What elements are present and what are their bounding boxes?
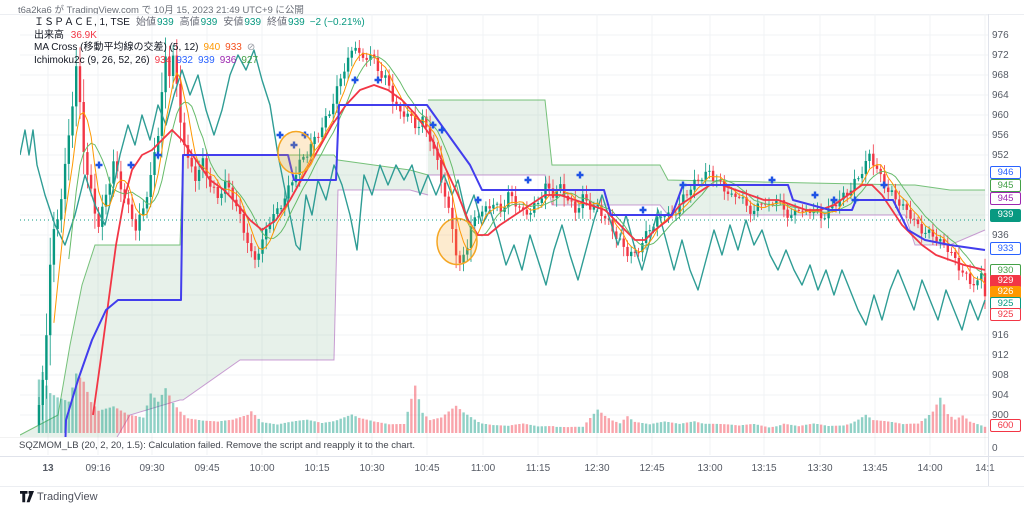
- ma-slow-line: [92, 84, 986, 416]
- footer: TradingView: [0, 487, 1024, 508]
- time-tick: 13:00: [697, 463, 723, 474]
- ohlc-field-label: 安値: [223, 17, 244, 28]
- ichimoku-cloud: [20, 155, 428, 437]
- price-tick: 912: [992, 350, 1009, 361]
- time-tick: 14:1: [975, 463, 995, 474]
- time-tick: 12:45: [639, 463, 665, 474]
- senkou-a-line: [428, 99, 985, 191]
- legend-symbol-row: ＩＳＰＡＣＥ, 1, TSE 始値939 高値939 安値939 終値939 −2 (−0…: [34, 17, 365, 29]
- ichimoku-cloud: [428, 100, 985, 245]
- legend-macross-row: MA Cross (移動平均線の交差) (5, 12) 940 933 ⊘: [34, 42, 365, 54]
- time-tick: 09:16: [85, 463, 111, 474]
- senkou-a-line: [20, 154, 429, 436]
- time-tick: 13: [42, 463, 54, 474]
- lagging-span-line: [20, 49, 986, 331]
- macross-value: 933: [225, 42, 242, 53]
- price-tick: 936: [992, 230, 1009, 241]
- highlight-circle-drawing[interactable]: [436, 217, 478, 266]
- footer-separator: [0, 486, 1024, 487]
- price-label-badge: 939: [990, 208, 1021, 222]
- ma-fast-line: [53, 52, 986, 323]
- time-tick: 10:15: [304, 463, 330, 474]
- price-tick: 908: [992, 370, 1009, 381]
- ichimoku-value: 939: [198, 54, 215, 66]
- ichimoku-value: 932: [176, 54, 193, 66]
- price-label-badge: 946: [990, 165, 1021, 179]
- price-tick: 976: [992, 30, 1009, 41]
- time-tick: 09:45: [194, 463, 220, 474]
- highlight-circle-drawing[interactable]: [277, 130, 315, 175]
- time-tick: 09:30: [139, 463, 165, 474]
- publish-header: t6a2ka6 が TradingView.com で 10月 15, 2023…: [18, 5, 304, 16]
- price-label-badge: 925: [990, 307, 1021, 321]
- change-value: −2 (−0.21%): [309, 17, 365, 28]
- ohlc-field-label: 終値: [267, 17, 288, 28]
- price-tick: 900: [992, 410, 1009, 421]
- price-tick: 964: [992, 90, 1009, 101]
- ohlc-field-label: 始値: [135, 17, 156, 28]
- legend-volume-row: 出来高 36.9K: [34, 30, 365, 42]
- price-tick: 960: [992, 110, 1009, 121]
- ichimoku-value: 936: [219, 54, 237, 66]
- chart-legend: ＩＳＰＡＣＥ, 1, TSE 始値939 高値939 安値939 終値939 −2 (−0…: [34, 17, 365, 67]
- volume-value: 36.9K: [70, 29, 97, 41]
- price-axis-separator: [988, 14, 989, 486]
- ohlc-field-value: 939: [200, 17, 218, 28]
- ma-cross-markers: [95, 76, 888, 214]
- time-tick: 14:00: [917, 463, 943, 474]
- price-label-badge: 926: [990, 285, 1021, 299]
- price-tick: 968: [992, 70, 1009, 81]
- price-label-badge: 933: [990, 241, 1021, 255]
- script-error-banner: SQZMOM_LB (20, 2, 20, 1.5): Calculation …: [19, 440, 416, 451]
- price-tick: 0: [992, 443, 998, 454]
- volume-label: 出来高: [34, 29, 64, 41]
- price-label-badge: 945: [990, 178, 1021, 192]
- time-axis-separator: [0, 456, 1024, 457]
- tradingview-logo-icon: [20, 491, 34, 503]
- ichimoku-value: 934: [154, 54, 172, 66]
- price-tick: 904: [992, 390, 1009, 401]
- time-tick: 12:30: [584, 463, 610, 474]
- footer-brand: TradingView: [37, 491, 98, 503]
- hidden-slash-icon[interactable]: ⊘: [246, 42, 256, 53]
- time-tick: 13:45: [862, 463, 888, 474]
- plot-area: [20, 37, 988, 437]
- macross-value: 940: [203, 42, 221, 53]
- ohlc-field-value: 939: [288, 17, 305, 28]
- time-tick: 13:15: [751, 463, 777, 474]
- ichimoku-title: Ichimoku2c (9, 26, 52, 26): [34, 54, 150, 66]
- time-tick: 10:45: [414, 463, 440, 474]
- time-tick: 11:00: [470, 463, 496, 474]
- price-tick: 916: [992, 330, 1009, 341]
- price-tick: 952: [992, 150, 1009, 161]
- price-label-badge: 945: [990, 191, 1021, 205]
- legend-ichimoku-row: Ichimoku2c (9, 26, 52, 26) 934 932 939 936 92…: [34, 55, 365, 67]
- pane-separator: [0, 437, 988, 438]
- price-label-badge: 929: [990, 274, 1021, 288]
- macross-title: MA Cross (移動平均線の交差) (5, 12): [34, 42, 199, 53]
- ohlc-field-value: 939: [244, 17, 262, 28]
- kijun-line: [64, 104, 986, 437]
- ohlc-field-value: 939: [156, 17, 174, 28]
- time-tick: 10:00: [249, 463, 275, 474]
- symbol-title: ＩＳＰＡＣＥ, 1, TSE: [34, 17, 130, 28]
- senkou-b-line: [116, 189, 429, 437]
- time-tick: 10:30: [359, 463, 385, 474]
- price-tick: 972: [992, 50, 1009, 61]
- price-tick: 956: [992, 130, 1009, 141]
- time-tick: 13:30: [807, 463, 833, 474]
- ohlc-field-label: 高値: [179, 17, 200, 28]
- time-tick: 11:15: [525, 463, 551, 474]
- ichimoku-value: 927: [241, 54, 259, 66]
- price-label-badge: 600: [990, 418, 1021, 432]
